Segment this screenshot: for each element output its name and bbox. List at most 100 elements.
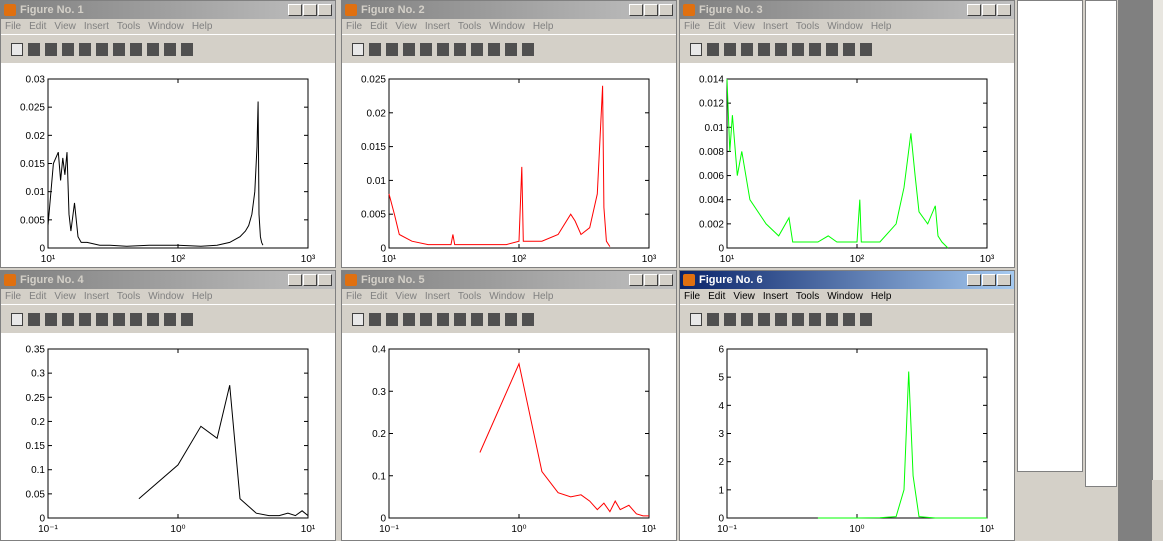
menu-item[interactable]: File xyxy=(346,21,362,32)
tool-button[interactable] xyxy=(62,43,74,56)
tool-button[interactable] xyxy=(403,43,415,56)
menu-item[interactable]: Help xyxy=(871,21,892,32)
menu-item[interactable]: Help xyxy=(533,291,554,302)
close-button[interactable] xyxy=(318,4,332,16)
menu-item[interactable]: Help xyxy=(871,291,892,302)
maximize-button[interactable] xyxy=(982,4,996,16)
scrollbar[interactable] xyxy=(1152,0,1163,480)
close-button[interactable] xyxy=(659,4,673,16)
menu-item[interactable]: Window xyxy=(489,21,525,32)
tool-button[interactable] xyxy=(437,43,449,56)
tool-button[interactable] xyxy=(690,43,702,56)
tool-button[interactable] xyxy=(11,43,23,56)
tool-button[interactable] xyxy=(724,313,736,326)
tool-button[interactable] xyxy=(505,43,517,56)
menu-item[interactable]: View xyxy=(54,291,76,302)
menu-item[interactable]: Edit xyxy=(370,21,387,32)
menu-item[interactable]: Edit xyxy=(370,291,387,302)
tool-button[interactable] xyxy=(45,313,57,326)
menu-item[interactable]: Tools xyxy=(458,291,481,302)
tool-button[interactable] xyxy=(420,313,432,326)
menu-item[interactable]: Help xyxy=(192,291,213,302)
tool-button[interactable] xyxy=(809,313,821,326)
tool-button[interactable] xyxy=(809,43,821,56)
tool-button[interactable] xyxy=(164,313,176,326)
tool-button[interactable] xyxy=(741,43,753,56)
tool-button[interactable] xyxy=(775,313,787,326)
menu-item[interactable]: Help xyxy=(192,21,213,32)
tool-button[interactable] xyxy=(522,313,534,326)
maximize-button[interactable] xyxy=(982,274,996,286)
close-button[interactable] xyxy=(997,274,1011,286)
menu-item[interactable]: File xyxy=(5,291,21,302)
tool-button[interactable] xyxy=(792,313,804,326)
tool-button[interactable] xyxy=(164,43,176,56)
tool-button[interactable] xyxy=(96,43,108,56)
tool-button[interactable] xyxy=(386,313,398,326)
tool-button[interactable] xyxy=(690,313,702,326)
tool-button[interactable] xyxy=(471,43,483,56)
tool-button[interactable] xyxy=(352,43,364,56)
tool-button[interactable] xyxy=(181,313,193,326)
tool-button[interactable] xyxy=(113,313,125,326)
tool-button[interactable] xyxy=(758,313,770,326)
minimize-button[interactable] xyxy=(288,274,302,286)
tool-button[interactable] xyxy=(454,43,466,56)
menu-item[interactable]: Tools xyxy=(117,21,140,32)
tool-button[interactable] xyxy=(826,43,838,56)
menu-item[interactable]: Insert xyxy=(763,21,788,32)
menu-item[interactable]: View xyxy=(54,21,76,32)
tool-button[interactable] xyxy=(775,43,787,56)
menu-item[interactable]: Insert xyxy=(425,291,450,302)
close-button[interactable] xyxy=(659,274,673,286)
tool-button[interactable] xyxy=(843,313,855,326)
tool-button[interactable] xyxy=(792,43,804,56)
menu-item[interactable]: File xyxy=(684,291,700,302)
menu-item[interactable]: Help xyxy=(533,21,554,32)
menu-item[interactable]: Edit xyxy=(29,291,46,302)
menu-item[interactable]: Tools xyxy=(117,291,140,302)
minimize-button[interactable] xyxy=(629,274,643,286)
minimize-button[interactable] xyxy=(629,4,643,16)
tool-button[interactable] xyxy=(403,313,415,326)
menu-item[interactable]: Window xyxy=(827,291,863,302)
tool-button[interactable] xyxy=(420,43,432,56)
tool-button[interactable] xyxy=(11,313,23,326)
tool-button[interactable] xyxy=(45,43,57,56)
close-button[interactable] xyxy=(318,274,332,286)
tool-button[interactable] xyxy=(62,313,74,326)
tool-button[interactable] xyxy=(724,43,736,56)
menu-item[interactable]: Edit xyxy=(708,21,725,32)
menu-item[interactable]: Edit xyxy=(29,21,46,32)
menu-item[interactable]: Window xyxy=(148,21,184,32)
maximize-button[interactable] xyxy=(644,4,658,16)
minimize-button[interactable] xyxy=(967,274,981,286)
tool-button[interactable] xyxy=(758,43,770,56)
tool-button[interactable] xyxy=(28,43,40,56)
tool-button[interactable] xyxy=(860,313,872,326)
menu-item[interactable]: Window xyxy=(489,291,525,302)
tool-button[interactable] xyxy=(488,313,500,326)
menu-item[interactable]: View xyxy=(733,21,755,32)
minimize-button[interactable] xyxy=(967,4,981,16)
tool-button[interactable] xyxy=(505,313,517,326)
tool-button[interactable] xyxy=(707,313,719,326)
minimize-button[interactable] xyxy=(288,4,302,16)
menu-item[interactable]: File xyxy=(346,291,362,302)
maximize-button[interactable] xyxy=(303,4,317,16)
menu-item[interactable]: Window xyxy=(148,291,184,302)
menu-item[interactable]: Tools xyxy=(796,21,819,32)
menu-item[interactable]: Insert xyxy=(763,291,788,302)
tool-button[interactable] xyxy=(471,313,483,326)
menu-item[interactable]: Insert xyxy=(84,21,109,32)
tool-button[interactable] xyxy=(352,313,364,326)
menu-item[interactable]: Insert xyxy=(425,21,450,32)
tool-button[interactable] xyxy=(28,313,40,326)
menu-item[interactable]: Tools xyxy=(796,291,819,302)
menu-item[interactable]: View xyxy=(395,21,417,32)
tool-button[interactable] xyxy=(741,313,753,326)
close-button[interactable] xyxy=(997,4,1011,16)
tool-button[interactable] xyxy=(454,313,466,326)
tool-button[interactable] xyxy=(181,43,193,56)
tool-button[interactable] xyxy=(369,313,381,326)
